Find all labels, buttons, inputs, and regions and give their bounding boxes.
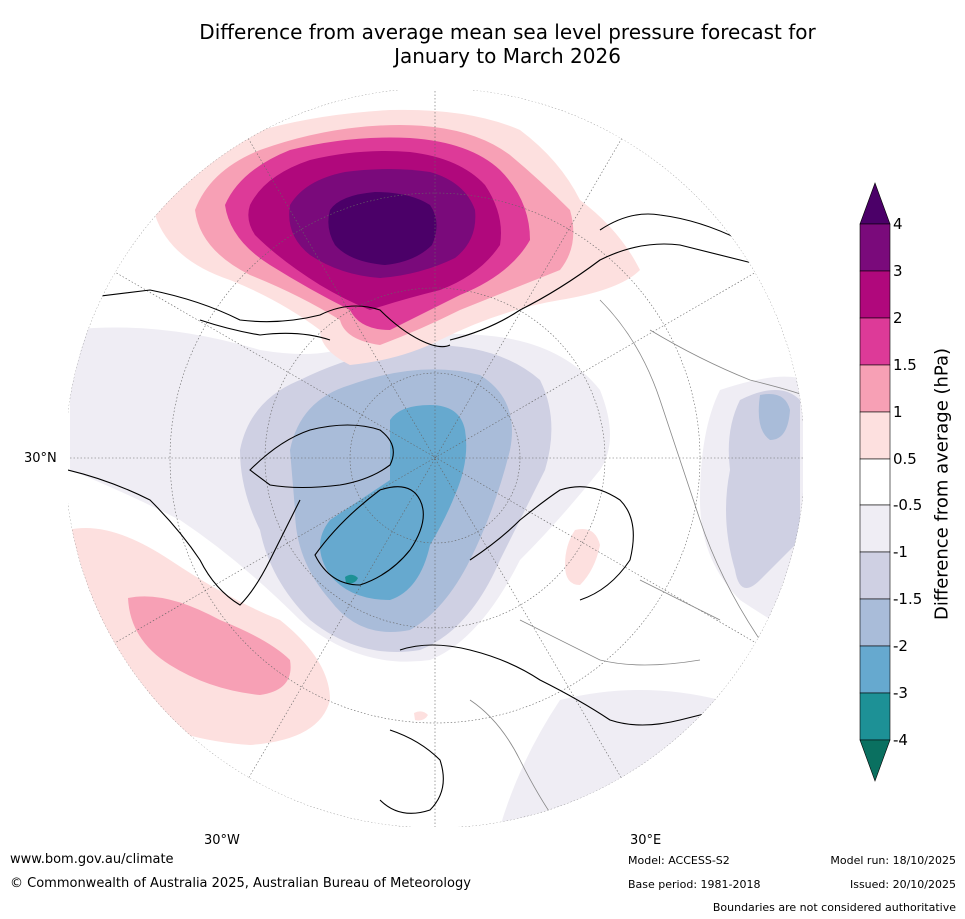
lon-label-east: 30°E [630,833,662,848]
colorbar-tick: -0.5 [893,496,923,514]
coast-iberia [379,729,444,814]
colorbar-tick: 1.5 [893,356,917,374]
colorbar-swatch-m2-to-m1-5 [859,598,891,647]
colorbar-title: Difference from average (hPa) [931,347,953,621]
colorbar-triangle-top [859,182,891,225]
website-link[interactable]: www.bom.gov.au/climate [10,852,174,867]
colorbar-swatch-2-to-3 [859,270,891,319]
coast-canadian-arctic [249,424,394,489]
disclaimer: Boundaries are not considered authoritat… [712,901,956,914]
issued-date: Issued: 20/10/2025 [849,878,956,891]
title-line-2: January to March 2026 [394,44,621,68]
colorbar-tick: -3 [893,684,908,702]
model-name: Model: ACCESS-S2 [628,854,730,867]
colorbar-swatch-m1-to-m0-5 [859,504,891,553]
colorbar-swatch-0-5-to-1 [859,411,891,460]
anomaly-neg-0-5-east-pacific [610,90,803,160]
anomaly-neg-3-small [345,574,358,584]
base-period: Base period: 1981-2018 [628,878,761,891]
colorbar-tick: -4 [893,731,908,749]
coast-asia-east [599,213,803,241]
coast-alaska [199,319,331,341]
anomaly-pos-1-atlantic [128,596,291,695]
colorbar-triangle-bottom [859,739,891,782]
anomaly-neg-1-asia [726,390,800,588]
colorbar-swatch-m4-to-m3 [859,692,891,741]
colorbar-tick: -2 [893,637,908,655]
colorbar-tick: -1 [893,543,908,561]
colorbar-tick: 0.5 [893,450,917,468]
coast-scandinavia [469,486,634,601]
anomaly-neg-2-arctic [320,405,467,600]
country-borders [469,299,803,827]
colorbar-swatch-m3-to-m2 [859,645,891,694]
coast-greenland [314,486,424,586]
colorbar-swatch-1-to-1-5 [859,364,891,413]
lat-label: 30°N [24,451,57,466]
colorbar-tick: 3 [893,262,903,280]
colorbar-swatch-m1-5-to-m1 [859,551,891,600]
colorbar [859,182,891,782]
colorbar-swatch-3-to-4 [859,223,891,272]
colorbar-tick: 1 [893,403,903,421]
anomaly-pos-0-5-europe [565,529,600,585]
anomaly-neg-1-5-asia [758,394,790,440]
colorbar-tick: 2 [893,309,903,327]
chart-title: Difference from average mean sea level p… [120,20,895,68]
coast-north-america-east [68,469,301,606]
model-run: Model run: 18/10/2025 [830,854,956,867]
colorbar-swatch-1-5-to-2 [859,317,891,366]
colorbar-swatch-neutral [859,458,891,506]
coast-north-america-west [68,289,451,348]
lon-label-west: 30°W [204,833,240,848]
title-line-1: Difference from average mean sea level p… [199,20,816,44]
anomaly-pos-0-5-small [414,711,428,721]
colorbar-tick: -1.5 [893,590,923,608]
anomaly-pos-4-pacific [328,192,437,265]
copyright: © Commonwealth of Australia 2025, Austra… [10,876,471,891]
colorbar-tick: 4 [893,215,903,233]
